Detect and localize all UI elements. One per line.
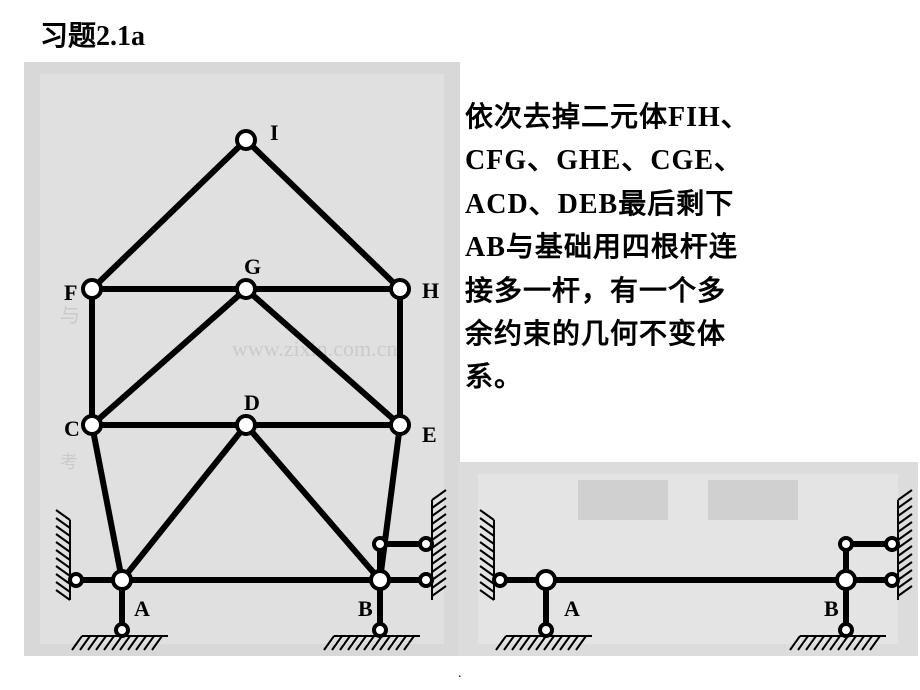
footer-dot: . xyxy=(458,666,462,682)
svg-text:A: A xyxy=(134,596,150,621)
artifact1 xyxy=(578,480,668,520)
ghost3: 考 xyxy=(60,452,78,472)
artifact2 xyxy=(708,480,798,520)
svg-text:A: A xyxy=(564,596,580,621)
line-2: CFG、GHE、CGE、 xyxy=(465,145,743,176)
svg-text:H: H xyxy=(422,278,439,303)
svg-text:I: I xyxy=(270,120,279,145)
line-4: AB与基础用四根杆连 xyxy=(465,232,738,263)
line-3: ACD、DEB最后剩下 xyxy=(465,189,734,220)
svg-text:B: B xyxy=(824,596,839,621)
right-reduced-diagram: AB xyxy=(458,462,918,656)
svg-text:F: F xyxy=(64,280,77,305)
line-5: 接多一杆，有一个多 xyxy=(465,276,726,307)
svg-text:G: G xyxy=(244,254,261,279)
line-1: 依次去掉二元体FIH、 xyxy=(465,102,750,133)
line-6: 余约束的几何不变体 xyxy=(465,319,726,350)
line-7: 系。 xyxy=(465,362,523,393)
ghost1: 与 xyxy=(60,304,80,327)
svg-text:B: B xyxy=(358,596,373,621)
problem-title: 习题2.1a xyxy=(40,14,145,54)
svg-text:D: D xyxy=(244,390,260,415)
svg-text:E: E xyxy=(422,422,437,447)
left-truss-diagram: 与 www.zixin.com.cn 考 ABCDEFGHI xyxy=(22,60,462,658)
explanation-text: 依次去掉二元体FIH、 CFG、GHE、CGE、 ACD、DEB最后剩下 AB与… xyxy=(465,96,895,400)
svg-text:C: C xyxy=(64,416,80,441)
